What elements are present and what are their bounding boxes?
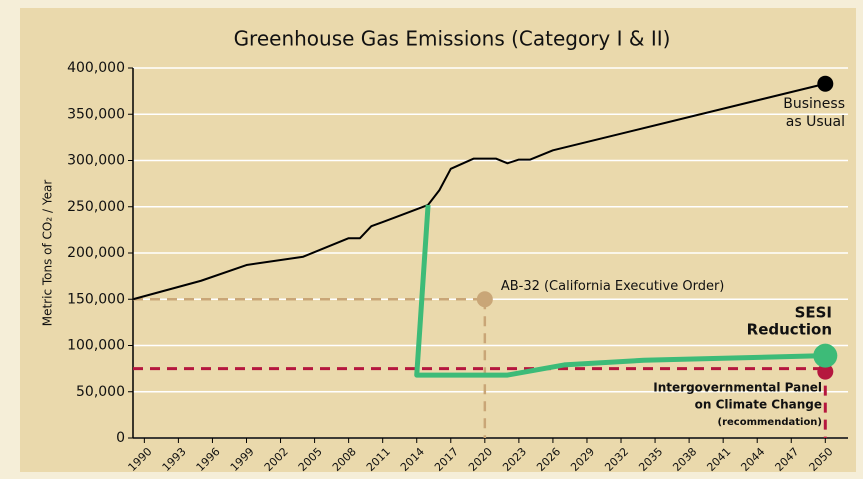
annotation: Intergovernmental Panel bbox=[653, 381, 822, 395]
end-point bbox=[813, 343, 838, 368]
y-tick-label: 300,000 bbox=[67, 153, 125, 169]
y-tick-label: 400,000 bbox=[67, 60, 125, 76]
series-label: SESI bbox=[795, 304, 832, 322]
series-label: Business bbox=[783, 96, 845, 112]
y-tick-label: 100,000 bbox=[67, 338, 125, 354]
panel bbox=[20, 8, 856, 472]
y-axis-label: Metric Tons of CO₂ / Year bbox=[41, 180, 55, 327]
y-tick-label: 50,000 bbox=[76, 384, 125, 400]
series-label: Reduction bbox=[747, 321, 832, 339]
chart-title: Greenhouse Gas Emissions (Category I & I… bbox=[234, 27, 671, 51]
annotation: on Climate Change bbox=[695, 398, 822, 412]
end-point bbox=[817, 75, 834, 92]
series-line bbox=[414, 204, 826, 378]
y-tick-label: 0 bbox=[116, 430, 125, 446]
y-tick-label: 150,000 bbox=[67, 291, 125, 307]
series-label: as Usual bbox=[786, 114, 845, 130]
y-tick-label: 200,000 bbox=[67, 245, 125, 261]
target-point bbox=[476, 291, 493, 308]
annotation: (recommendation) bbox=[718, 417, 823, 428]
y-tick-label: 250,000 bbox=[67, 199, 125, 215]
series-line bbox=[132, 82, 826, 301]
y-tick-label: 350,000 bbox=[67, 106, 125, 122]
target-point bbox=[817, 363, 834, 380]
annotation: AB-32 (California Executive Order) bbox=[501, 279, 725, 294]
